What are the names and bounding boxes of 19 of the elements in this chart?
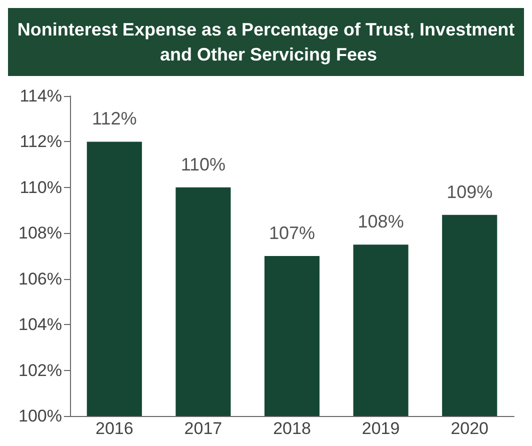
data-label: 109% bbox=[446, 182, 493, 202]
x-tick-label: 2017 bbox=[184, 419, 222, 438]
y-tick-label: 114% bbox=[20, 86, 62, 106]
x-tick-label: 2016 bbox=[95, 419, 134, 438]
data-label: 107% bbox=[268, 223, 316, 243]
y-tick-label: 100% bbox=[18, 406, 62, 426]
y-tick-label: 112% bbox=[20, 132, 62, 152]
chart-title: Noninterest Expense as a Percentage of Trust, Investment and Other Servicing Fees bbox=[17, 20, 515, 64]
data-label: 112% bbox=[92, 108, 137, 129]
x-tick-label: 2020 bbox=[450, 419, 489, 438]
y-tick-label: 102% bbox=[18, 360, 62, 380]
data-label: 110% bbox=[180, 154, 226, 174]
y-tick-label: 108% bbox=[18, 224, 62, 243]
data-label: 108% bbox=[358, 212, 404, 232]
x-tick-label: 2019 bbox=[362, 419, 400, 438]
y-tick-label: 104% bbox=[18, 315, 62, 334]
y-tick-label: 110% bbox=[20, 178, 62, 197]
y-tick-label: 106% bbox=[18, 269, 62, 288]
x-tick-label: 2018 bbox=[273, 419, 311, 438]
